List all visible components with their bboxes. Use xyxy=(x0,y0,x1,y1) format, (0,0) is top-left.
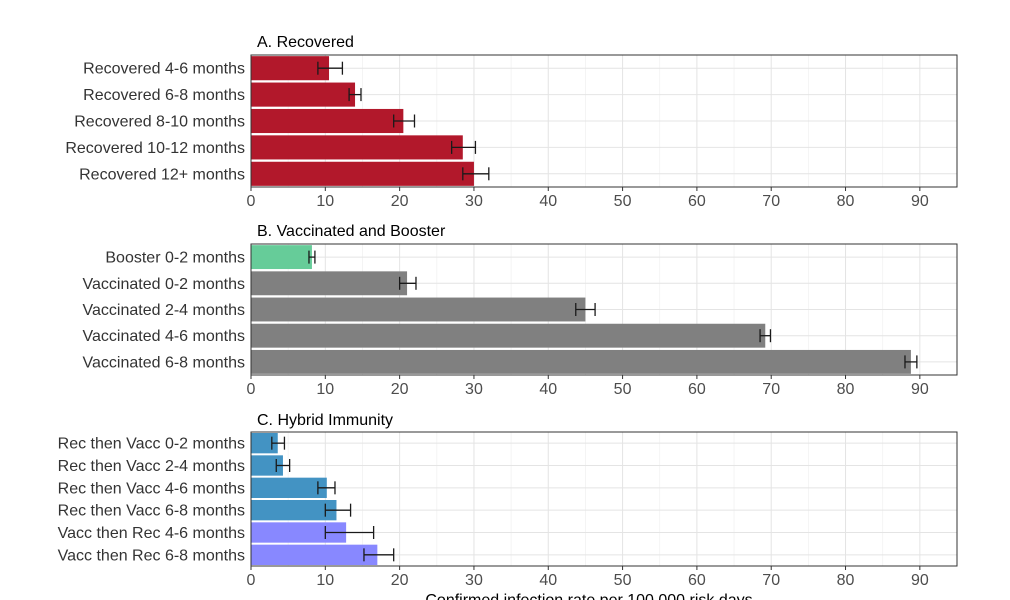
bar xyxy=(251,477,327,498)
x-tick-label: 0 xyxy=(247,572,256,589)
bar xyxy=(251,544,378,565)
error-bar xyxy=(462,167,490,181)
x-axis-label: Confirmed infection rate per 100,000 ris… xyxy=(425,592,752,600)
category-label: Vaccinated 4-6 months xyxy=(83,328,245,345)
x-tick-label: 70 xyxy=(762,572,780,589)
category-label: Vaccinated 2-4 months xyxy=(83,302,245,319)
x-tick-label: 60 xyxy=(688,381,706,398)
x-tick-label: 60 xyxy=(688,193,706,210)
bar xyxy=(251,297,586,322)
x-tick-label: 70 xyxy=(762,381,780,398)
category-label: Rec then Vacc 2-4 months xyxy=(58,458,245,475)
bar xyxy=(251,135,463,160)
category-label: Recovered 6-8 months xyxy=(83,87,245,104)
panel-1: Booster 0-2 months Vaccinated 0-2 months V… xyxy=(83,223,958,398)
error-bar xyxy=(324,503,352,517)
category-label: Rec then Vacc 6-8 months xyxy=(58,503,245,520)
panel-0: Recovered 4-6 months Recovered 6-8 months… xyxy=(65,34,958,210)
bar xyxy=(251,455,283,476)
panel-2: Rec then Vacc 0-2 months Rec then Vacc 2-… xyxy=(58,412,958,600)
x-tick-label: 80 xyxy=(837,572,855,589)
bar xyxy=(251,56,330,81)
panel-background xyxy=(251,432,957,566)
error-bar xyxy=(271,436,286,450)
bar xyxy=(251,82,356,107)
error-bar xyxy=(575,303,596,316)
error-bar xyxy=(398,276,417,290)
x-tick-label: 40 xyxy=(539,193,557,210)
category-label: Vacc then Rec 6-8 months xyxy=(58,547,245,564)
x-tick-label: 0 xyxy=(247,193,256,210)
category-label: Recovered 4-6 months xyxy=(83,61,245,78)
bar xyxy=(251,245,312,270)
x-tick-label: 10 xyxy=(316,193,334,210)
x-tick-label: 70 xyxy=(762,193,780,210)
panel-title: B. Vaccinated and Booster xyxy=(257,223,446,240)
x-tick-label: 10 xyxy=(316,381,334,398)
x-tick-label: 80 xyxy=(837,381,855,398)
x-tick-label: 30 xyxy=(465,381,483,398)
error-bar xyxy=(451,140,477,154)
x-tick-label: 40 xyxy=(539,381,557,398)
category-label: Rec then Vacc 4-6 months xyxy=(58,480,245,497)
error-bar xyxy=(317,481,336,495)
category-label: Vacc then Rec 4-6 months xyxy=(58,525,245,542)
x-tick-label: 50 xyxy=(614,193,632,210)
panel-title: A. Recovered xyxy=(257,34,354,51)
bar xyxy=(251,271,408,296)
x-tick-label: 20 xyxy=(391,381,409,398)
error-bar xyxy=(275,459,291,472)
bar xyxy=(251,500,337,521)
bar xyxy=(251,522,347,543)
panel-border xyxy=(250,431,958,567)
x-tick-label: 20 xyxy=(391,572,409,589)
category-label: Booster 0-2 months xyxy=(105,250,245,267)
x-tick-label: 90 xyxy=(911,193,929,210)
error-bar xyxy=(324,526,375,539)
error-bar xyxy=(308,250,316,264)
x-tick-label: 20 xyxy=(391,193,409,210)
error-bar xyxy=(393,114,416,128)
bar xyxy=(251,108,404,134)
x-tick-label: 80 xyxy=(837,193,855,210)
category-label: Rec then Vacc 0-2 months xyxy=(58,436,245,453)
category-label: Vaccinated 0-2 months xyxy=(83,276,245,293)
bar xyxy=(251,323,766,348)
error-bar xyxy=(363,548,395,562)
category-label: Recovered 10-12 months xyxy=(65,140,245,157)
error-bar xyxy=(348,88,362,102)
x-tick-label: 90 xyxy=(911,572,929,589)
x-tick-label: 30 xyxy=(465,193,483,210)
bar xyxy=(251,161,474,186)
x-tick-label: 50 xyxy=(614,381,632,398)
category-label: Recovered 12+ months xyxy=(79,166,245,183)
error-bar xyxy=(759,329,772,343)
x-tick-label: 30 xyxy=(465,572,483,589)
bar xyxy=(251,433,278,454)
x-tick-label: 10 xyxy=(316,572,334,589)
x-tick-label: 40 xyxy=(539,572,557,589)
x-tick-label: 0 xyxy=(247,381,256,398)
category-label: Recovered 8-10 months xyxy=(74,114,245,131)
panel-border xyxy=(250,54,958,188)
error-bar xyxy=(904,355,918,369)
panel-title: C. Hybrid Immunity xyxy=(257,412,393,429)
x-tick-label: 50 xyxy=(614,572,632,589)
x-tick-label: 60 xyxy=(688,572,706,589)
error-bar xyxy=(317,61,344,75)
category-label: Vaccinated 6-8 months xyxy=(83,354,245,371)
panel-border xyxy=(250,243,958,376)
bar xyxy=(251,349,911,374)
x-tick-label: 90 xyxy=(911,381,929,398)
